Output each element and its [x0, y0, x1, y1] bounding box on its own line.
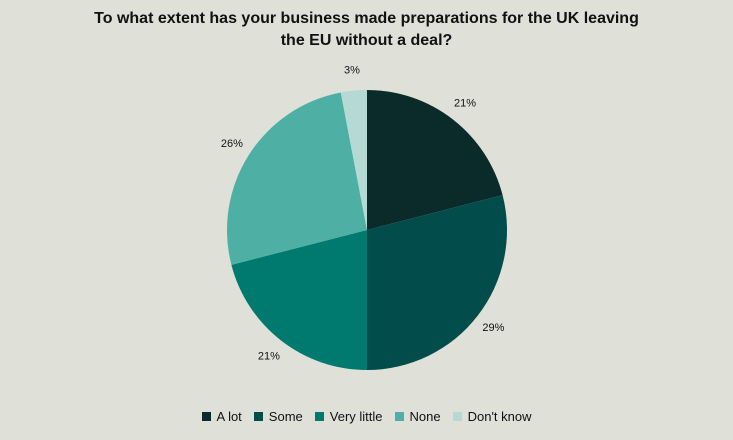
value-label: 21% — [454, 97, 476, 109]
value-label: 26% — [221, 138, 243, 150]
legend-swatch — [253, 412, 263, 421]
pie-slice — [367, 90, 503, 230]
legend-item: A lot — [201, 409, 242, 424]
legend-item: Some — [253, 409, 303, 424]
legend-item: Don't know — [452, 409, 532, 424]
legend-item: Very little — [314, 409, 383, 424]
pie-slice — [227, 92, 367, 265]
legend: A lot Some Very little None Don't know — [0, 409, 733, 424]
value-label: 29% — [482, 322, 504, 334]
legend-label: Don't know — [467, 409, 532, 424]
legend-label: Some — [268, 409, 303, 424]
pie-slice — [231, 230, 367, 370]
legend-label: Very little — [329, 409, 383, 424]
legend-swatch — [452, 412, 462, 421]
legend-item: None — [394, 409, 441, 424]
value-label: 3% — [344, 65, 360, 77]
pie-slice — [340, 90, 367, 230]
legend-swatch — [201, 412, 211, 421]
legend-swatch — [394, 412, 404, 421]
legend-swatch — [314, 412, 324, 421]
legend-label: A lot — [216, 409, 242, 424]
pie-slice — [367, 195, 508, 370]
legend-label: None — [409, 409, 441, 424]
value-label: 21% — [258, 350, 280, 362]
chart-title: To what extent has your business made pr… — [94, 10, 639, 49]
